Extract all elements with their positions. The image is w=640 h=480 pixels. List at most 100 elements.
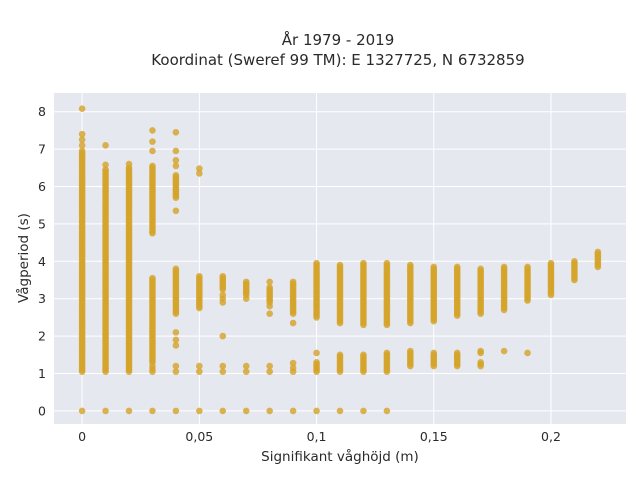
data-point bbox=[172, 147, 180, 155]
x-tick-label: 0,15 bbox=[420, 429, 448, 444]
data-point bbox=[313, 349, 320, 357]
data-point bbox=[266, 302, 273, 310]
data-point bbox=[196, 165, 203, 172]
y-tick-label: 7 bbox=[38, 142, 46, 157]
data-point bbox=[172, 329, 180, 336]
data-point bbox=[266, 278, 273, 286]
data-point bbox=[289, 359, 297, 367]
data-point bbox=[383, 407, 391, 415]
x-tick-label: 0,2 bbox=[541, 429, 561, 444]
data-point bbox=[242, 278, 250, 286]
data-point bbox=[102, 407, 109, 415]
chart-title: År 1979 - 2019 bbox=[282, 30, 395, 49]
data-point bbox=[524, 349, 531, 357]
data-point bbox=[289, 278, 297, 286]
data-point bbox=[453, 349, 461, 357]
data-point bbox=[172, 207, 180, 215]
data-point bbox=[360, 259, 367, 267]
data-point bbox=[172, 336, 180, 344]
data-point bbox=[219, 362, 227, 370]
y-tick-labels: 0 1 2 3 4 5 6 7 8 bbox=[38, 104, 46, 418]
data-point bbox=[149, 162, 156, 170]
data-point bbox=[172, 407, 180, 415]
data-point bbox=[149, 147, 156, 155]
data-point bbox=[219, 407, 227, 415]
data-point bbox=[149, 274, 156, 282]
y-tick-label: 2 bbox=[38, 329, 46, 344]
data-point bbox=[125, 160, 133, 168]
data-point bbox=[125, 407, 133, 415]
x-tick-label: 0 bbox=[78, 429, 86, 444]
data-point bbox=[266, 362, 273, 370]
y-tick-label: 1 bbox=[38, 366, 46, 381]
data-point bbox=[524, 263, 531, 271]
data-point bbox=[102, 142, 109, 149]
data-point bbox=[430, 263, 438, 271]
data-point bbox=[219, 291, 227, 299]
data-point bbox=[360, 407, 367, 415]
data-point bbox=[336, 261, 344, 269]
y-tick-label: 6 bbox=[38, 179, 46, 194]
data-point bbox=[78, 407, 86, 415]
data-point bbox=[172, 368, 180, 375]
data-point bbox=[430, 349, 438, 357]
data-point bbox=[219, 368, 227, 375]
data-point bbox=[149, 362, 156, 370]
data-point bbox=[242, 295, 250, 303]
data-point bbox=[196, 368, 203, 375]
data-point bbox=[78, 130, 86, 138]
data-point bbox=[383, 349, 391, 357]
data-point bbox=[196, 304, 203, 312]
data-point bbox=[196, 362, 203, 370]
data-point bbox=[172, 157, 180, 164]
data-point bbox=[453, 263, 461, 271]
data-point bbox=[360, 351, 367, 359]
data-point bbox=[266, 407, 273, 415]
data-point bbox=[336, 407, 344, 415]
data-point bbox=[242, 368, 250, 375]
data-point bbox=[196, 272, 203, 280]
data-point bbox=[172, 162, 180, 170]
data-point bbox=[313, 358, 320, 366]
y-tick-label: 4 bbox=[38, 254, 46, 269]
x-axis-label: Signifikant våghöjd (m) bbox=[261, 448, 419, 465]
data-point bbox=[266, 310, 273, 317]
data-point bbox=[313, 259, 320, 267]
data-point bbox=[477, 347, 484, 355]
data-point bbox=[289, 319, 297, 327]
data-point bbox=[172, 171, 180, 179]
data-point bbox=[500, 347, 508, 355]
data-point bbox=[477, 358, 484, 366]
data-point bbox=[102, 161, 109, 169]
data-point bbox=[149, 407, 156, 415]
data-point bbox=[219, 332, 227, 340]
y-tick-label: 8 bbox=[38, 104, 46, 119]
data-point bbox=[78, 136, 86, 144]
data-point bbox=[266, 368, 273, 375]
y-tick-label: 3 bbox=[38, 291, 46, 306]
chart-subtitle: Koordinat (Sweref 99 TM): E 1327725, N 6… bbox=[151, 51, 524, 69]
x-tick-label: 0,1 bbox=[307, 429, 327, 444]
data-point bbox=[242, 407, 250, 415]
x-tick-label: 0,05 bbox=[185, 429, 213, 444]
data-point bbox=[102, 166, 109, 173]
data-points bbox=[78, 105, 602, 415]
data-point bbox=[172, 128, 180, 136]
x-tick-labels: 0 0,05 0,1 0,15 0,2 bbox=[78, 429, 561, 444]
data-point bbox=[289, 364, 297, 372]
data-point bbox=[407, 347, 414, 355]
data-point bbox=[78, 147, 86, 155]
data-point bbox=[149, 138, 156, 145]
data-point bbox=[172, 265, 180, 273]
data-point bbox=[149, 127, 156, 134]
data-point bbox=[219, 272, 227, 280]
data-point bbox=[383, 259, 391, 267]
data-point bbox=[172, 362, 180, 370]
data-point bbox=[571, 258, 578, 265]
y-axis-label: Vågperiod (s) bbox=[15, 213, 32, 303]
data-point bbox=[407, 261, 414, 269]
y-tick-label: 0 bbox=[38, 403, 46, 418]
y-tick-label: 5 bbox=[38, 216, 46, 231]
data-point bbox=[266, 284, 273, 291]
data-point bbox=[594, 248, 602, 256]
